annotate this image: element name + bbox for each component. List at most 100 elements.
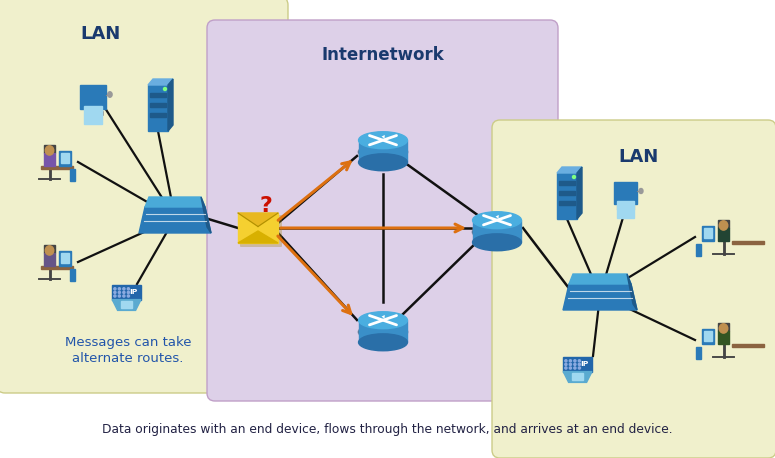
Bar	[732, 241, 764, 244]
FancyBboxPatch shape	[240, 215, 282, 247]
Circle shape	[119, 295, 120, 297]
Ellipse shape	[639, 189, 643, 193]
Ellipse shape	[359, 334, 408, 351]
Bar	[704, 331, 712, 341]
Polygon shape	[201, 197, 211, 233]
Text: ?: ?	[260, 196, 273, 216]
Circle shape	[127, 295, 129, 297]
Circle shape	[565, 367, 567, 369]
Bar	[559, 191, 575, 195]
Ellipse shape	[359, 132, 408, 149]
Circle shape	[122, 291, 125, 294]
Bar	[150, 113, 166, 117]
Ellipse shape	[472, 224, 522, 240]
Circle shape	[574, 363, 576, 365]
Bar	[572, 373, 583, 380]
Bar	[148, 85, 168, 131]
Circle shape	[565, 360, 567, 362]
Ellipse shape	[45, 146, 53, 155]
FancyBboxPatch shape	[0, 0, 288, 393]
Bar	[718, 331, 728, 344]
FancyArrow shape	[381, 315, 384, 319]
Ellipse shape	[108, 92, 112, 97]
Polygon shape	[168, 79, 173, 131]
Bar	[718, 219, 729, 228]
FancyBboxPatch shape	[492, 120, 775, 458]
Circle shape	[573, 175, 576, 179]
Bar	[238, 213, 278, 243]
Bar	[43, 145, 56, 153]
Circle shape	[578, 363, 580, 365]
Circle shape	[114, 288, 116, 290]
Bar	[359, 320, 407, 342]
Polygon shape	[112, 300, 141, 311]
Circle shape	[164, 87, 167, 91]
Ellipse shape	[358, 143, 408, 160]
Polygon shape	[569, 274, 631, 284]
Bar	[617, 201, 634, 218]
FancyArrow shape	[495, 215, 499, 218]
Ellipse shape	[359, 312, 408, 329]
Ellipse shape	[473, 234, 522, 251]
FancyArrow shape	[381, 135, 384, 139]
Circle shape	[574, 360, 576, 362]
Bar	[696, 244, 701, 256]
Circle shape	[127, 288, 129, 290]
Polygon shape	[563, 284, 637, 310]
Circle shape	[119, 291, 120, 294]
Bar	[59, 251, 71, 266]
Bar	[702, 329, 714, 344]
Circle shape	[122, 295, 125, 297]
Bar	[559, 181, 575, 185]
Polygon shape	[139, 207, 211, 233]
Text: alternate routes.: alternate routes.	[72, 352, 184, 365]
Circle shape	[570, 367, 571, 369]
Bar	[70, 169, 75, 181]
Ellipse shape	[473, 212, 522, 229]
Text: LAN: LAN	[80, 25, 120, 43]
Polygon shape	[148, 79, 173, 85]
Bar	[121, 301, 132, 308]
Polygon shape	[577, 167, 582, 219]
Bar	[559, 201, 575, 205]
Bar	[557, 173, 577, 219]
Ellipse shape	[45, 246, 53, 255]
Polygon shape	[238, 231, 278, 243]
Circle shape	[578, 367, 580, 369]
Bar	[60, 153, 69, 163]
Circle shape	[574, 367, 576, 369]
Circle shape	[565, 363, 567, 365]
Circle shape	[119, 288, 120, 290]
Circle shape	[114, 295, 116, 297]
Polygon shape	[614, 182, 637, 204]
Bar	[59, 151, 71, 166]
Bar	[150, 103, 166, 107]
Bar	[473, 220, 521, 242]
Bar	[60, 253, 69, 263]
Text: Messages can take: Messages can take	[65, 336, 191, 349]
Text: IP: IP	[580, 361, 589, 367]
Bar	[718, 322, 729, 331]
Polygon shape	[112, 285, 141, 300]
Bar	[44, 253, 54, 266]
Ellipse shape	[719, 324, 728, 333]
FancyBboxPatch shape	[207, 20, 558, 401]
Text: Data originates with an end device, flows through the network, and arrives at an: Data originates with an end device, flow…	[102, 424, 673, 436]
Circle shape	[127, 291, 129, 294]
Bar	[696, 347, 701, 359]
Bar	[43, 245, 56, 253]
Polygon shape	[563, 357, 592, 371]
Circle shape	[122, 288, 125, 290]
Bar	[70, 269, 75, 281]
Bar	[84, 105, 102, 124]
Circle shape	[578, 360, 580, 362]
Circle shape	[570, 360, 571, 362]
Ellipse shape	[359, 154, 408, 171]
Bar	[150, 93, 166, 97]
Bar	[41, 266, 74, 269]
Polygon shape	[557, 167, 582, 173]
Polygon shape	[563, 371, 592, 382]
Ellipse shape	[719, 221, 728, 230]
Ellipse shape	[358, 323, 408, 340]
Bar	[44, 153, 54, 166]
